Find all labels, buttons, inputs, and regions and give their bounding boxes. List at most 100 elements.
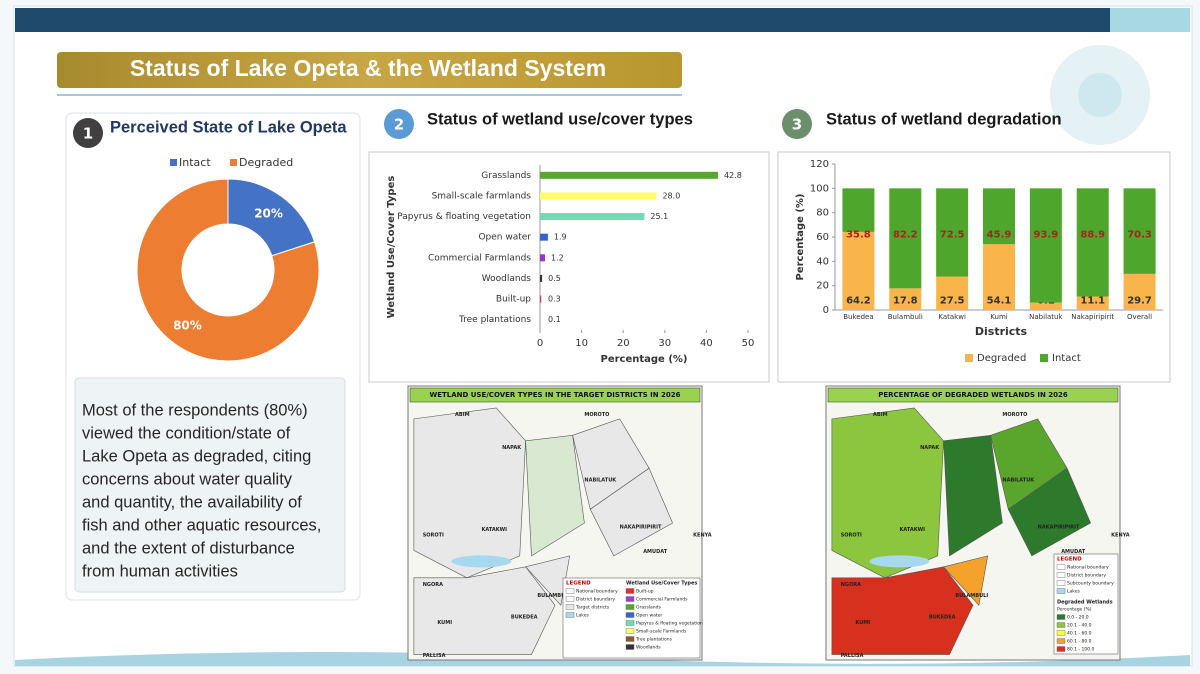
legend-swatch [170, 159, 177, 166]
y-axis-label: Percentage (%) [795, 194, 806, 281]
donut-slice [136, 178, 320, 362]
place-label: KUMI [855, 620, 870, 626]
panel-badge [782, 109, 812, 139]
place-label: KATAKWI [482, 527, 508, 533]
legend-label: Lakes [1067, 589, 1080, 595]
district [589, 467, 673, 557]
slice-label: 80% [173, 318, 202, 332]
legend-swatch [625, 636, 635, 642]
value-label: 70.3 [1127, 230, 1152, 241]
legend-label: Intact [179, 156, 211, 169]
y-tick-label: 80 [816, 208, 829, 219]
place-label: ABIM [455, 412, 470, 418]
panel-title: Status of wetland use/cover types [427, 110, 693, 128]
lake [869, 555, 930, 568]
legend-label: National boundary [1067, 565, 1109, 571]
legend-label: National boundary [576, 589, 618, 595]
map-legend [1053, 553, 1119, 655]
x-tick-label: 0 [537, 338, 543, 349]
legend-swatch [1056, 572, 1066, 578]
bar [540, 171, 719, 179]
title-banner [57, 52, 682, 88]
note-line: fish and other aquatic resources, [82, 516, 321, 534]
place-label: MOROTO [1002, 412, 1027, 418]
legend-swatch [625, 628, 635, 634]
bar-segment [889, 288, 922, 310]
note-line: and quantity, the availability of [82, 493, 302, 511]
y-tick-label: 120 [810, 159, 829, 170]
legend-label: Open water [636, 613, 662, 619]
panel-number: 1 [83, 125, 93, 143]
note-line: Most of the respondents (80%) [82, 401, 308, 419]
legend-swatch [625, 612, 635, 618]
legend-swatch [1040, 354, 1048, 362]
place-label: NAPAK [920, 445, 940, 451]
place-label: SOROTI [841, 533, 862, 539]
legend-swatch [1056, 630, 1066, 636]
slice-label: 20% [254, 207, 283, 221]
legend-label: District boundary [576, 597, 615, 603]
place-label: BUKEDEA [511, 615, 538, 621]
bar [540, 233, 548, 241]
bar-segment [1123, 273, 1156, 310]
y-tick-label: Woodlands [482, 274, 532, 284]
value-label: 72.5 [940, 230, 965, 241]
district [413, 566, 556, 655]
x-tick-label: Kumi [990, 313, 1007, 321]
legend-label: Grasslands [636, 605, 662, 611]
legend-label: District boundary [1067, 573, 1106, 579]
bar [540, 254, 545, 262]
legend-subtitle: Percentage (%) [1057, 607, 1092, 613]
map-title: PERCENTAGE OF DEGRADED WETLANDS IN 2026 [878, 391, 1068, 399]
value-label: 17.8 [893, 295, 918, 306]
x-tick-label: 50 [742, 338, 755, 349]
slide-title: Status of Lake Opeta & the Wetland Syste… [130, 55, 606, 81]
place-label: KUMI [437, 620, 452, 626]
bar-segment [983, 244, 1015, 310]
y-tick-label: 100 [810, 183, 829, 194]
legend-label: Degraded [239, 156, 293, 169]
legend-label: Lakes [576, 613, 589, 619]
y-tick-label: 0 [823, 305, 829, 316]
place-label: KENYA [1111, 533, 1130, 539]
legend-subtitle: Wetland Use/Cover Types [626, 581, 697, 587]
place-label: BULAMBULI [537, 593, 570, 599]
legend-swatch [565, 596, 575, 602]
y-tick-label: Small-scale farmlands [432, 191, 532, 201]
place-label: NABILATUK [584, 478, 617, 484]
place-label: NABILATUK [1002, 478, 1035, 484]
x-tick-label: 20 [617, 338, 630, 349]
y-tick-label: 20 [816, 281, 829, 292]
legend-swatch [565, 612, 575, 618]
place-label: NGORA [841, 582, 861, 588]
legend-swatch [1056, 622, 1066, 628]
bar [540, 192, 657, 200]
place-label: NAPAK [502, 445, 522, 451]
district [1007, 467, 1091, 557]
legend-subtitle: Degraded Wetlands [1057, 600, 1113, 606]
value-label: 35.8 [846, 230, 871, 241]
x-tick-label: Bukedea [843, 313, 873, 321]
x-tick-label: 40 [700, 338, 713, 349]
bar-segment [1029, 302, 1062, 310]
legend-label: 60.1 - 80.0 [1067, 639, 1092, 645]
legend-title: LEGEND [1057, 557, 1082, 563]
y-axis-label: Wetland Use/Cover Types [386, 176, 397, 319]
district [831, 407, 944, 579]
x-tick-label: Katakwi [938, 313, 966, 321]
chart-2-box [368, 151, 770, 383]
value-label: 0.3 [548, 295, 561, 304]
place-label: NGORA [423, 582, 443, 588]
district [525, 434, 585, 557]
x-tick-label: Overall [1127, 313, 1152, 321]
legend-label: Degraded [977, 353, 1026, 364]
panel-number: 3 [792, 116, 802, 134]
legend-swatch [625, 596, 635, 602]
y-tick-label: Built-up [496, 295, 531, 305]
district [943, 434, 1003, 557]
x-tick-label: 30 [658, 338, 671, 349]
legend-label: 0.0 - 20.0 [1067, 615, 1089, 621]
value-label: 64.2 [846, 295, 871, 306]
legend-label: Commercial Farmlands [636, 597, 688, 603]
note-line: and the extent of disturbance [82, 539, 295, 557]
